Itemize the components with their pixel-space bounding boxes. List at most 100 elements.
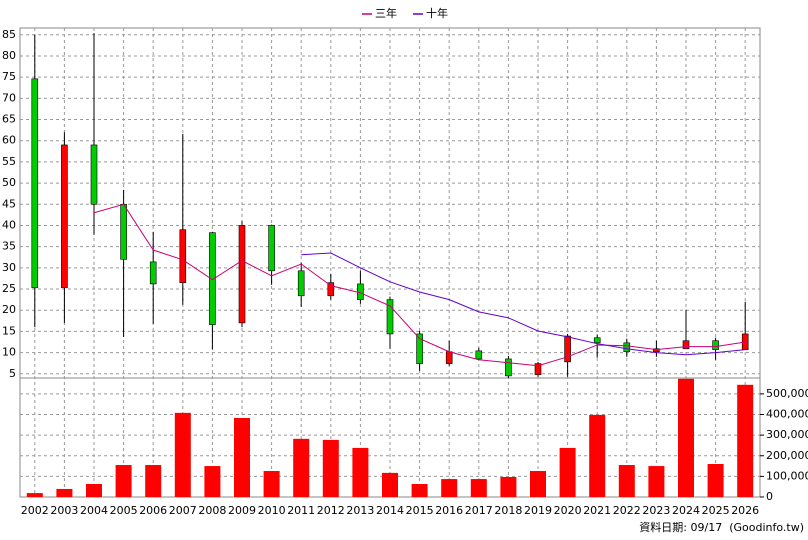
y-tick-label: 85 [2,28,16,41]
volume-bar [737,384,754,497]
candle-body [61,144,68,289]
x-tick-label: 2010 [258,504,286,517]
y-tick-label: 60 [2,134,16,147]
x-tick-label: 2002 [21,504,49,517]
volume-bar [56,488,73,497]
y-tick-label: 15 [2,324,16,337]
x-tick-label: 2018 [494,504,522,517]
volume-bar [411,484,428,497]
volume-bar [234,418,250,497]
volume-bar [204,466,221,497]
volume-bar [86,484,102,497]
candle-body [623,342,631,353]
x-tick-label: 2014 [376,504,404,517]
ma-line [301,252,746,356]
volume-bar [382,472,398,497]
x-tick-label: 2012 [317,504,345,517]
candle-body [653,348,660,353]
x-tick-label: 2021 [583,504,611,517]
y-tick-label: 75 [2,70,16,83]
x-tick-label: 2023 [642,504,670,517]
candle-body [741,333,749,350]
candle-body [386,299,394,335]
y-tick-label: 70 [2,91,16,104]
x-tick-label: 2019 [524,504,552,517]
candle-body [209,232,216,325]
legend-label: 三年 [375,6,397,20]
candle-body [31,78,39,289]
note: 資料日期: 09/17 (Goodinfo.tw) [639,520,804,534]
y-tick-label: 40 [2,218,16,231]
y-tick-label: 45 [2,197,16,210]
y-tick-label: 55 [2,155,16,168]
volume-bar [530,471,546,497]
ma-line [93,203,746,367]
candle-body [475,350,483,360]
y2-tick-label: 100,000 [766,469,808,482]
candle-body [297,270,305,297]
candle-body [357,283,364,300]
volume-bar [145,465,162,497]
y2-tick-label: 500,000 [766,387,808,400]
volume-bar [263,471,280,497]
volume-bar [707,464,724,497]
x-tick-label: 2017 [465,504,493,517]
y-tick-label: 5 [9,367,16,380]
y-tick-label: 20 [2,303,16,316]
volume-bar [470,479,487,497]
x-tick-label: 2003 [50,504,78,517]
volume-bar [322,439,339,497]
legend-label: 十年 [426,6,448,20]
candle-body [564,335,571,363]
candle-body [416,333,423,364]
y-tick-label: 80 [2,49,16,62]
candle-body [445,351,453,364]
candle-body [120,203,127,260]
x-tick-label: 2020 [554,504,582,517]
y-tick-label: 35 [2,240,16,253]
x-tick-label: 2013 [346,504,374,517]
x-tick-label: 2005 [110,504,138,517]
x-tick-label: 2024 [672,504,700,517]
y2-tick-label: 300,000 [766,428,808,441]
y2-tick-label: 0 [766,490,773,503]
x-tick-label: 2026 [731,504,759,517]
candle-body [179,229,187,283]
volume-bar [618,465,635,497]
candle-body [712,340,719,350]
y-tick-label: 25 [2,282,16,295]
x-tick-label: 2015 [406,504,434,517]
candle-body [90,144,98,205]
x-tick-label: 2004 [80,504,108,517]
candle-body [534,363,542,375]
y2-tick-label: 400,000 [766,408,808,421]
x-tick-label: 2007 [169,504,197,517]
x-tick-label: 2011 [287,504,315,517]
x-tick-label: 2022 [613,504,641,517]
y-tick-label: 30 [2,261,16,274]
x-tick-label: 2006 [139,504,167,517]
volume-bar [500,476,517,497]
volume-bar [174,412,191,497]
x-tick-label: 2009 [228,504,256,517]
x-tick-label: 2025 [702,504,730,517]
volume-bar [589,414,606,497]
y2-tick-label: 200,000 [766,449,808,462]
y-tick-label: 65 [2,113,16,126]
candle-body [327,282,335,297]
volume-bar [648,466,665,497]
candle-body [505,358,512,377]
volume-bar [115,465,132,497]
volume-bar [559,447,576,497]
volume-bar [352,447,369,497]
candle-body [149,261,157,285]
candle-body [593,337,601,344]
volume-bar [26,493,43,497]
volume-bar [678,378,694,497]
y-tick-label: 50 [2,176,16,189]
candle-body [268,225,275,272]
y-tick-label: 10 [2,346,16,359]
volume-bar [293,438,310,497]
volume-bar [441,479,458,497]
